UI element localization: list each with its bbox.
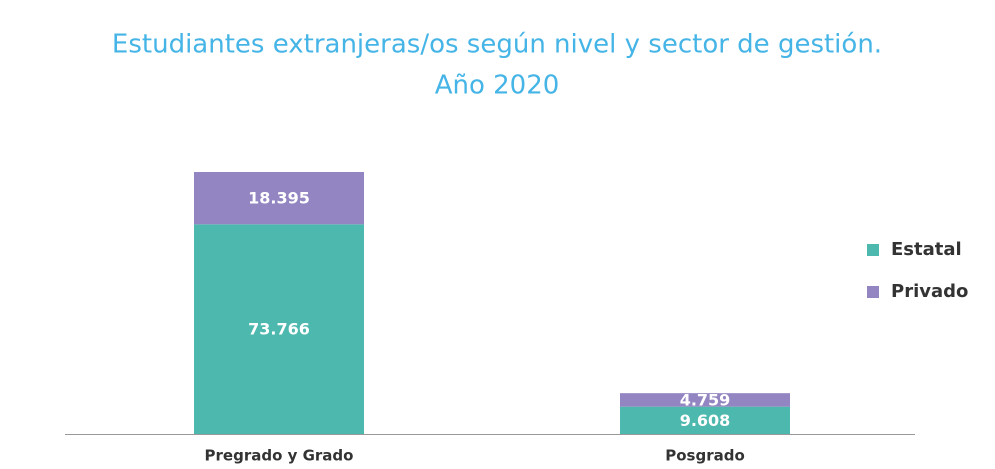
legend-swatch: [867, 244, 879, 256]
bar-segment: [620, 393, 790, 407]
bar-segment: [194, 224, 364, 434]
x-tick-label: Pregrado y Grado: [205, 447, 354, 465]
bar-segment: [194, 172, 364, 225]
data-label: 4.759: [680, 390, 731, 409]
chart-title: Estudiantes extranjeras/os según nivel y…: [112, 30, 882, 60]
data-label: 18.395: [248, 189, 310, 208]
x-tick-label: Posgrado: [665, 447, 745, 465]
data-label: 9.608: [680, 411, 731, 430]
bar-segment: [620, 406, 790, 434]
legend-label: Estatal: [891, 239, 962, 260]
legend-swatch: [867, 286, 879, 298]
chart-title: Año 2020: [435, 71, 560, 101]
legend-label: Privado: [891, 281, 968, 302]
data-label: 73.766: [248, 320, 310, 339]
